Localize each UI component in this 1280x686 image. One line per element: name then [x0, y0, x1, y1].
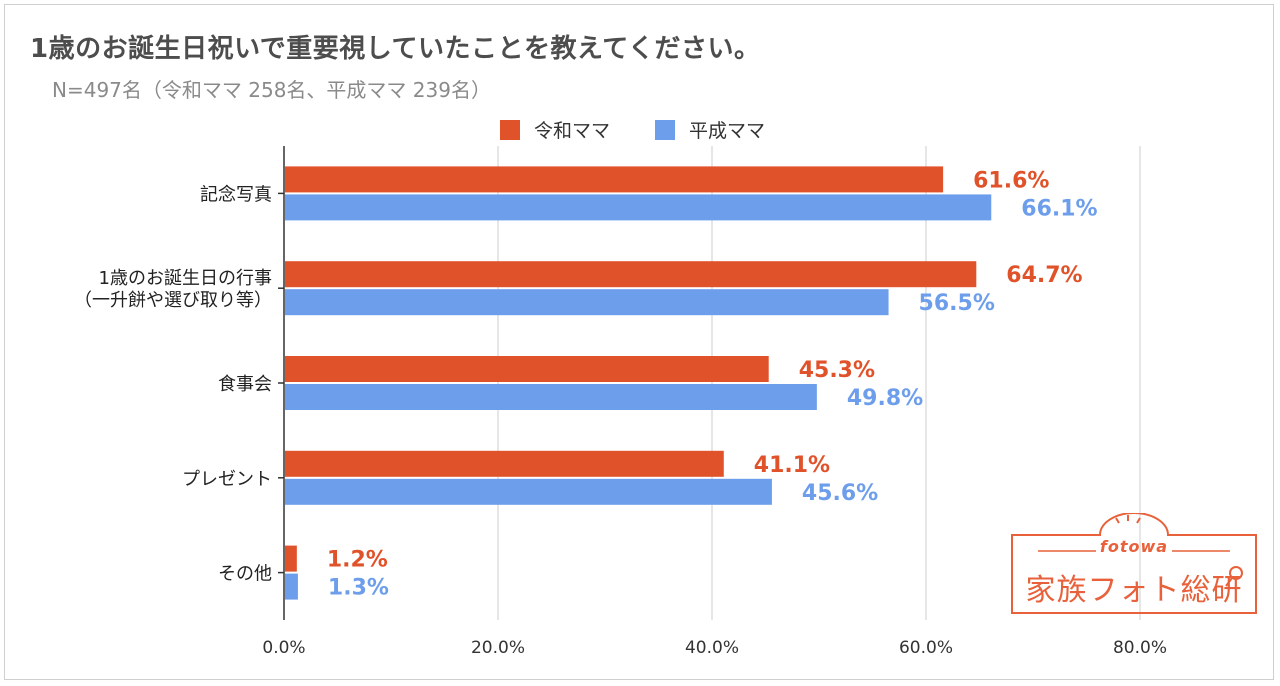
data-label-reiwa: 1.2%: [327, 548, 388, 573]
bar-reiwa: [285, 261, 977, 288]
category-label: 食事会: [218, 374, 272, 395]
bar-heisei: [285, 478, 772, 505]
category-label: その他: [218, 564, 272, 585]
category-label: 1歳のお誕生日の行事: [99, 268, 272, 289]
legend-label-reiwa: 令和ママ: [534, 120, 611, 142]
logo-house-outline: [1011, 513, 1257, 614]
bar-reiwa: [285, 450, 724, 477]
chart-title: 1歳のお誕生日祝いで重要視していたことを教えてください。: [30, 34, 761, 64]
data-label-heisei: 49.8%: [847, 386, 923, 411]
fotowa-logo: fotowa 家族フォト総研: [1010, 513, 1258, 615]
legend-swatch-heisei: [655, 119, 675, 140]
legend-label-heisei: 平成ママ: [689, 120, 766, 142]
legend-item-reiwa: 令和ママ: [500, 116, 610, 143]
x-tick-label: 20.0%: [471, 638, 525, 658]
chart-frame: [4, 4, 1274, 680]
data-label-heisei: 45.6%: [802, 481, 878, 506]
bar-reiwa: [285, 545, 297, 572]
bar-heisei: [285, 289, 889, 316]
legend-swatch-reiwa: [500, 119, 520, 140]
logo-fotowa-text: fotowa: [1099, 537, 1169, 556]
category-label: 記念写真: [200, 183, 272, 205]
x-tick-label: 80.0%: [1113, 638, 1167, 658]
bar-reiwa: [285, 356, 769, 382]
data-label-heisei: 56.5%: [919, 291, 995, 316]
category-label: プレゼント: [182, 469, 272, 490]
chart-subtitle: N=497名（令和ママ 258名、平成ママ 239名）: [52, 78, 491, 102]
x-tick-label: 40.0%: [685, 638, 739, 658]
category-label: （一升餅や選び取り等）: [74, 290, 272, 311]
x-tick-label: 60.0%: [899, 638, 953, 658]
data-label-reiwa: 61.6%: [973, 168, 1049, 193]
bar-reiwa: [285, 166, 944, 193]
legend: 令和ママ 平成ママ: [0, 116, 1280, 146]
data-label-heisei: 66.1%: [1021, 196, 1097, 221]
data-label-reiwa: 64.7%: [1006, 263, 1082, 288]
data-label-reiwa: 45.3%: [799, 358, 875, 383]
legend-item-heisei: 平成ママ: [655, 116, 765, 143]
bar-heisei: [285, 194, 992, 221]
logo-title-text: 家族フォト総研: [1025, 573, 1243, 608]
data-label-reiwa: 41.1%: [754, 453, 830, 478]
data-label-heisei: 1.3%: [328, 576, 389, 601]
x-tick-label: 0.0%: [262, 638, 305, 658]
bar-heisei: [285, 384, 817, 410]
bar-heisei: [285, 573, 298, 600]
